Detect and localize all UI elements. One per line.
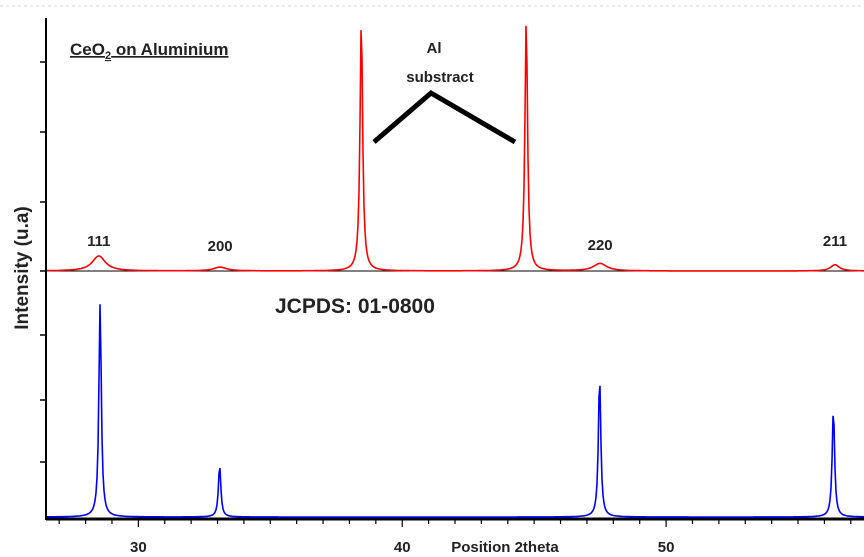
peak-label-111: 111 — [87, 233, 110, 250]
chart-title-main: CeO — [70, 40, 105, 59]
peak-labels: 111 200 220 211 — [87, 233, 847, 255]
peak-label-211: 211 — [823, 233, 847, 250]
x-axis-label: Position 2theta — [451, 539, 559, 556]
x-tick-label: 40 — [394, 539, 411, 556]
peak-label-200: 200 — [208, 238, 233, 255]
annotation-line1: Al — [427, 40, 442, 57]
chart-title: CeO2 on Aluminium — [70, 40, 229, 62]
reference-label: JCPDS: 01-0800 — [275, 295, 435, 318]
chart-title-rest: on Aluminium — [111, 40, 228, 59]
annotation-line2: substract — [406, 69, 474, 86]
x-tick-label: 30 — [130, 539, 147, 556]
x-axis-ticks: 30 40 50 — [58, 519, 852, 556]
y-axis-label: Intensity (u.a) — [12, 206, 33, 330]
x-tick-label: 50 — [658, 539, 675, 556]
measured-series-line — [47, 25, 864, 272]
chart-title-subscript: 2 — [105, 50, 111, 62]
y-axis-ticks — [40, 61, 46, 463]
al-substract-arrow — [372, 89, 517, 145]
peak-label-220: 220 — [588, 237, 613, 254]
reference-series-line — [47, 304, 864, 518]
